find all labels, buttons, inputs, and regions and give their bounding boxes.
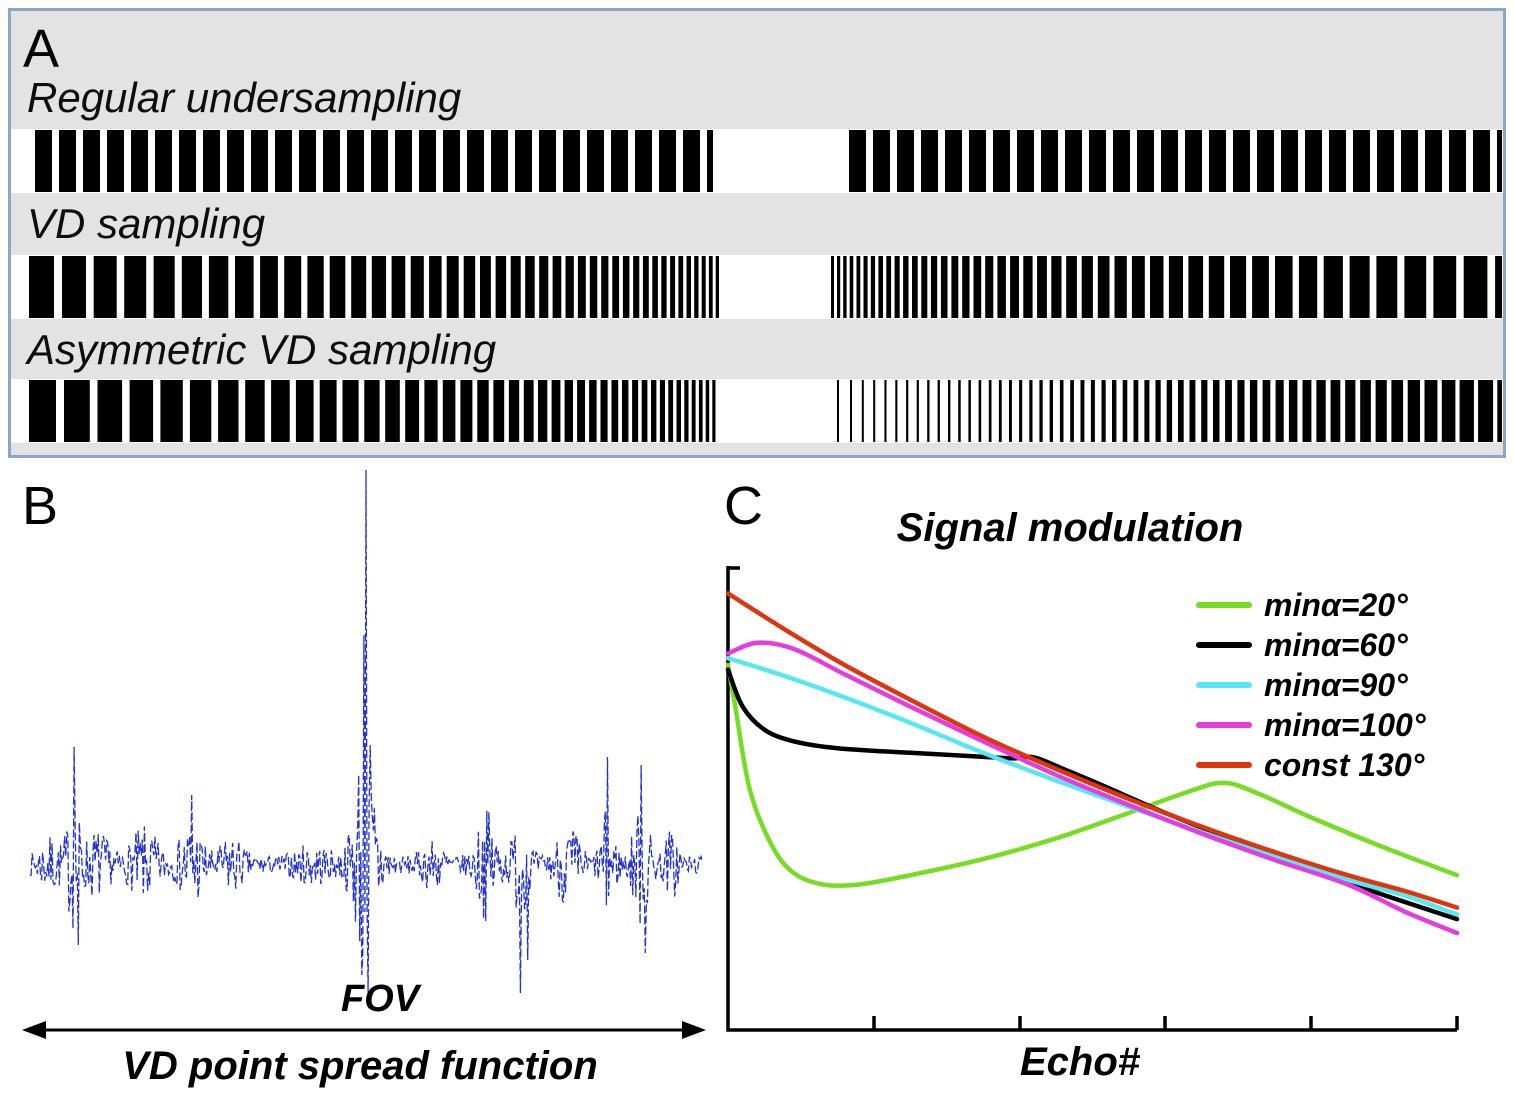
echo-axis-label: Echo# [1019,1040,1141,1084]
legend-entry: const 130° [1196,746,1426,783]
panel-b-psf: B FOV VD point spread function [0,462,710,1102]
panel-a-label: A [23,19,60,79]
legend-swatch [1196,681,1252,688]
legend-entry: minα=100° [1196,706,1426,743]
sampling-pattern-regular [11,129,1503,193]
arrowhead-right-icon [682,1021,706,1039]
fov-label: FOV [340,978,420,1020]
panel-b-label: B [22,476,59,536]
legend-swatch [1196,601,1252,608]
arrowhead-left-icon [22,1021,46,1039]
sampling-pattern-asymmetric-vd [11,379,1503,443]
panel-c-signal-modulation: C Signal modulation minα=20° minα=60° minα… [710,462,1514,1102]
legend-entry: minα=60° [1196,626,1426,663]
legend: minα=20° minα=60° minα=90° minα=100° const 1… [1196,586,1426,783]
legend-swatch [1196,761,1252,768]
psf-plot [29,469,703,994]
psf-caption: VD point spread function [122,1044,598,1088]
legend-label: minα=20° [1264,586,1408,623]
legend-entry: minα=20° [1196,586,1426,623]
row-label-vd-sampling: VD sampling [27,200,266,247]
legend-label: minα=60° [1264,626,1408,663]
plot-axes [726,566,1457,1032]
legend-swatch [1196,721,1252,728]
row-label-asymmetric-vd-sampling: Asymmetric VD sampling [27,326,497,373]
fov-arrow [22,1021,706,1039]
x-axis-ticks [872,1016,1459,1030]
signal-modulation-plot [725,566,1460,1032]
legend-swatch [1196,641,1252,648]
sampling-pattern-vd [11,255,1503,319]
legend-entry: minα=90° [1196,666,1426,703]
signal-modulation-title: Signal modulation [896,506,1244,550]
legend-label: minα=90° [1264,666,1408,703]
panel-a-sampling: A Regular undersampling VD sampling Asym… [8,8,1506,458]
legend-label: const 130° [1264,746,1425,783]
legend-label: minα=100° [1264,706,1426,743]
signal-curves [725,591,1460,936]
panel-c-label: C [724,476,763,536]
row-label-regular-undersampling: Regular undersampling [27,74,462,121]
